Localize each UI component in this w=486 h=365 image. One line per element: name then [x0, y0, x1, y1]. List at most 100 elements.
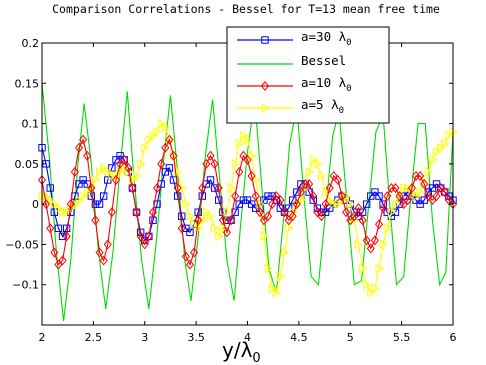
- data-point: [198, 183, 207, 194]
- data-point: [91, 200, 100, 208]
- data-point: [264, 263, 274, 274]
- legend-label: a=5 λ0: [301, 97, 344, 116]
- data-point: [67, 203, 76, 214]
- data-point: [375, 192, 383, 200]
- y-tick-label: 0.2: [22, 37, 40, 50]
- data-point: [222, 227, 231, 238]
- data-point: [145, 134, 154, 145]
- y-tick-label: 0.05: [15, 158, 40, 171]
- data-point: [50, 199, 60, 210]
- data-point: [75, 180, 83, 188]
- legend-marker: [261, 103, 271, 113]
- legend-label: Bessel: [301, 53, 346, 68]
- data-point: [280, 207, 289, 218]
- data-point: [108, 164, 116, 172]
- data-point: [116, 167, 126, 177]
- data-point: [178, 212, 186, 220]
- data-point: [354, 203, 363, 214]
- data-point: [313, 207, 322, 218]
- data-point: [215, 231, 224, 242]
- data-point: [285, 223, 294, 234]
- data-point: [128, 175, 138, 185]
- data-point: [214, 183, 223, 194]
- data-point: [293, 188, 301, 196]
- data-point: [211, 223, 220, 234]
- series-line: [42, 122, 454, 294]
- data-point: [301, 183, 311, 193]
- data-point: [157, 158, 166, 169]
- data-point: [276, 195, 285, 206]
- data-point: [420, 196, 428, 204]
- data-point: [59, 207, 68, 218]
- data-point: [305, 167, 315, 177]
- data-point: [58, 232, 67, 241]
- data-point: [367, 287, 376, 298]
- data-point: [91, 215, 100, 226]
- data-point: [260, 231, 269, 242]
- data-point: [206, 176, 215, 184]
- data-point: [153, 126, 163, 137]
- data-point: [165, 134, 174, 145]
- series-line: [41, 83, 454, 322]
- data-point: [370, 235, 379, 246]
- data-point: [103, 239, 112, 250]
- data-point: [412, 191, 422, 201]
- data-point: [95, 200, 104, 208]
- data-point: [350, 211, 359, 222]
- series-line: [41, 147, 454, 242]
- data-point: [428, 184, 437, 192]
- data-point: [239, 130, 249, 141]
- data-point: [50, 247, 59, 258]
- data-point: [75, 195, 84, 205]
- data-point: [359, 263, 368, 274]
- data-point: [215, 196, 223, 204]
- data-point: [186, 211, 195, 222]
- data-point: [441, 138, 450, 149]
- data-point: [206, 150, 215, 161]
- data-point: [182, 199, 191, 210]
- data-point: [375, 263, 385, 274]
- x-tick-label: 6: [450, 331, 457, 344]
- data-point: [276, 271, 286, 282]
- data-point: [404, 183, 413, 193]
- data-point: [46, 223, 55, 234]
- data-point: [157, 118, 167, 129]
- data-point: [210, 158, 219, 169]
- data-point: [433, 146, 442, 157]
- plot-area: 2 2.5 3 3.5 4 4.5 5 5.5 6 −0.1 −0.05 0 0.05 0.1 0.15 0.…: [5, 37, 459, 344]
- data-point: [408, 187, 417, 197]
- data-point: [194, 223, 204, 234]
- data-point: [141, 142, 150, 153]
- data-point: [149, 130, 158, 141]
- y-tick-label: 0: [32, 198, 39, 211]
- data-point: [424, 191, 433, 202]
- data-point: [317, 171, 327, 181]
- data-point: [227, 183, 237, 193]
- data-point: [374, 219, 384, 230]
- data-point: [132, 207, 141, 218]
- data-point: [190, 219, 200, 230]
- data-point: [219, 223, 228, 234]
- data-point: [207, 211, 216, 222]
- data-point: [280, 247, 290, 258]
- data-point: [186, 228, 194, 237]
- x-axis-label: y/λ0: [222, 338, 261, 365]
- legend-label-subscript: 0: [346, 38, 351, 48]
- legend-label-text: a=30 λ: [301, 29, 347, 44]
- data-point: [362, 235, 371, 246]
- data-point: [91, 175, 101, 185]
- data-point: [326, 204, 334, 212]
- data-point: [223, 216, 231, 224]
- legend-marker: [260, 81, 270, 91]
- data-point: [174, 167, 183, 177]
- data-point: [440, 187, 449, 198]
- data-point: [383, 223, 393, 234]
- data-point: [387, 207, 397, 218]
- y-tick-label: 0.1: [22, 118, 40, 131]
- data-point: [333, 174, 342, 185]
- data-point: [289, 196, 297, 204]
- data-point: [194, 215, 203, 226]
- x-tick-label: 2.5: [85, 331, 103, 344]
- data-point: [342, 191, 352, 201]
